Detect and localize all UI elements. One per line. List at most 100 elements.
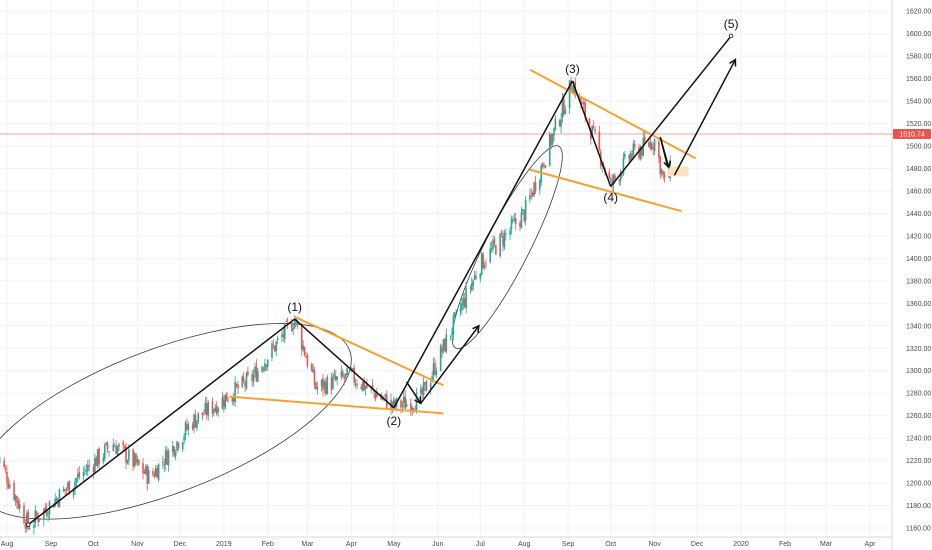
candle: [503, 229, 506, 251]
candle-body: [133, 453, 136, 466]
candle-body: [431, 376, 433, 382]
candle-body: [142, 462, 144, 474]
candle-body: [122, 442, 125, 446]
candle: [531, 190, 534, 198]
candle-body: [126, 461, 129, 464]
candle: [196, 420, 198, 432]
candle: [305, 352, 307, 358]
candle-body: [183, 436, 185, 441]
candle: [480, 252, 483, 276]
candle-body: [374, 392, 377, 400]
time-axis[interactable]: Aug Sep Oct Nov Dec 2019 Feb Mar Apr May Jun Jul Aug…: [1, 541, 876, 548]
candle-body: [156, 468, 159, 479]
candle-body: [6, 472, 8, 484]
candle-body: [125, 446, 127, 463]
candle-body: [598, 131, 601, 150]
price-tick-label: 1520.00: [906, 121, 931, 128]
candle-body: [449, 335, 452, 337]
candle-body: [353, 367, 355, 383]
candle-body: [217, 408, 219, 413]
candle: [14, 494, 17, 506]
candle-body: [186, 423, 188, 430]
candle-body: [622, 157, 625, 175]
candle-body: [207, 402, 210, 416]
candle: [58, 488, 61, 508]
price-axis[interactable]: 1160.00 1180.00 1200.00 1220.00 1240.00 1260.…: [906, 9, 931, 533]
candle-body: [302, 345, 304, 350]
candle: [162, 455, 164, 469]
candle-body: [366, 384, 368, 388]
candle: [88, 459, 90, 472]
candle-body: [313, 370, 316, 385]
candle-body: [316, 386, 319, 390]
candle-body: [33, 524, 35, 528]
candle: [7, 477, 10, 489]
candle: [247, 366, 249, 377]
candle-body: [7, 483, 10, 488]
down-arrow: [659, 136, 672, 169]
candle: [242, 371, 245, 384]
candle-body: [346, 368, 348, 375]
candle-body: [322, 377, 324, 390]
current-price-label: 1510.74: [899, 131, 924, 138]
candle-body: [285, 320, 287, 322]
candle-body: [245, 373, 248, 389]
candle: [316, 381, 319, 395]
candle: [463, 293, 466, 309]
candle-body: [193, 414, 195, 429]
candle-body: [98, 448, 100, 464]
candle-body: [509, 230, 511, 235]
candle: [472, 279, 475, 292]
candle: [95, 455, 98, 467]
candle: [439, 343, 442, 372]
candle: [659, 155, 662, 179]
candle: [193, 413, 195, 434]
candle: [434, 357, 436, 377]
time-tick-label: 2019: [216, 541, 232, 548]
wave-drawings: [26, 33, 737, 527]
candle-body: [214, 407, 217, 412]
candle-body: [310, 364, 313, 371]
candle: [471, 277, 473, 292]
candle-body: [482, 254, 484, 269]
time-tick-label: Aug: [1, 541, 14, 548]
candle-body: [582, 102, 585, 105]
candle: [323, 380, 326, 394]
candle: [262, 366, 265, 373]
candle: [553, 127, 555, 142]
candle: [622, 152, 625, 176]
candle: [123, 444, 126, 450]
candle-body: [624, 154, 626, 157]
candle-body: [96, 449, 99, 466]
time-tick-label: Apr: [865, 541, 877, 548]
price-tick-label: 1480.00: [906, 166, 931, 173]
candle-body: [363, 379, 365, 391]
candle-body: [541, 163, 544, 167]
candle: [145, 464, 147, 476]
candle-body: [58, 489, 61, 508]
price-tick-label: 1500.00: [906, 144, 931, 151]
time-tick-label: Jul: [476, 541, 485, 548]
candle-body: [35, 512, 38, 517]
candle: [660, 168, 663, 177]
candle-body: [421, 387, 424, 395]
candle: [207, 400, 210, 421]
candle-body: [471, 283, 473, 291]
projection-arrow: [673, 58, 737, 176]
candle-body: [419, 389, 422, 393]
candle: [652, 142, 654, 156]
candle: [489, 241, 492, 264]
candle-body: [558, 120, 561, 126]
candle-body: [584, 102, 586, 118]
candle-body: [153, 474, 156, 478]
candle: [346, 367, 348, 375]
candle: [410, 398, 412, 417]
candle-body: [65, 489, 68, 491]
candle: [187, 421, 190, 436]
candle-body: [505, 233, 507, 235]
candle-body: [187, 424, 190, 430]
candle-body: [167, 450, 170, 466]
candle: [343, 373, 346, 386]
candle: [105, 441, 107, 446]
